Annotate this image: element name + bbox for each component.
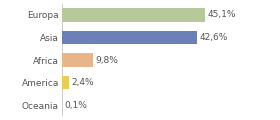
Text: 42,6%: 42,6% — [200, 33, 228, 42]
Text: 45,1%: 45,1% — [208, 10, 236, 19]
Bar — [62, 8, 205, 22]
Bar — [62, 76, 69, 89]
Text: 9,8%: 9,8% — [95, 55, 118, 65]
Bar — [62, 31, 197, 44]
Text: 0,1%: 0,1% — [64, 101, 87, 110]
Text: 2,4%: 2,4% — [72, 78, 94, 87]
Bar — [62, 53, 93, 67]
